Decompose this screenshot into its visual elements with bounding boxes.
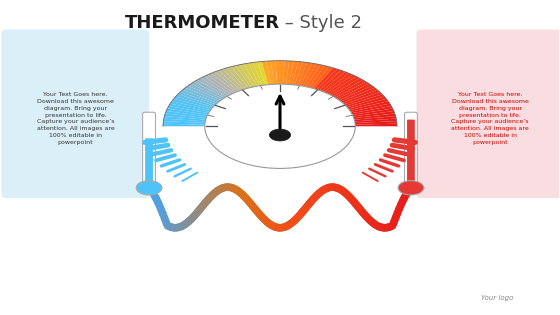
- Polygon shape: [344, 92, 382, 106]
- Polygon shape: [231, 66, 251, 88]
- Circle shape: [269, 129, 291, 141]
- Polygon shape: [178, 92, 216, 106]
- Polygon shape: [219, 69, 243, 90]
- Polygon shape: [180, 90, 217, 104]
- Polygon shape: [166, 108, 208, 117]
- Polygon shape: [253, 62, 265, 85]
- Polygon shape: [346, 94, 384, 107]
- Polygon shape: [329, 77, 360, 95]
- Polygon shape: [309, 66, 329, 88]
- Polygon shape: [266, 61, 274, 84]
- FancyBboxPatch shape: [407, 120, 415, 184]
- Polygon shape: [347, 96, 386, 109]
- Polygon shape: [200, 77, 231, 95]
- Polygon shape: [163, 124, 205, 126]
- Polygon shape: [326, 75, 356, 94]
- Polygon shape: [188, 84, 223, 100]
- Polygon shape: [353, 111, 395, 118]
- Polygon shape: [211, 72, 238, 92]
- Polygon shape: [185, 86, 221, 101]
- Polygon shape: [351, 104, 391, 113]
- Polygon shape: [174, 96, 213, 109]
- Polygon shape: [227, 67, 249, 89]
- Polygon shape: [276, 61, 280, 84]
- Circle shape: [136, 180, 162, 195]
- Polygon shape: [283, 61, 289, 84]
- Polygon shape: [286, 61, 294, 84]
- Polygon shape: [183, 88, 219, 103]
- Polygon shape: [339, 86, 375, 101]
- Polygon shape: [311, 67, 333, 89]
- Text: THERMOMETER: THERMOMETER: [124, 14, 279, 32]
- Polygon shape: [194, 80, 227, 98]
- Polygon shape: [176, 94, 214, 107]
- Polygon shape: [331, 78, 363, 96]
- Polygon shape: [337, 84, 372, 100]
- Polygon shape: [204, 75, 234, 94]
- FancyBboxPatch shape: [404, 112, 417, 187]
- Polygon shape: [223, 68, 246, 89]
- Polygon shape: [343, 90, 380, 104]
- Text: Your Text Goes here.
Download this awesome
diagram. Bring your
presentation to l: Your Text Goes here. Download this aweso…: [36, 92, 114, 145]
- Polygon shape: [280, 61, 284, 84]
- Polygon shape: [354, 113, 395, 120]
- Polygon shape: [235, 65, 254, 87]
- Text: Your Text Goes here.
Download this awesome
diagram. Bring your
presentation to l: Your Text Goes here. Download this aweso…: [451, 92, 529, 145]
- Polygon shape: [169, 104, 209, 113]
- Polygon shape: [333, 80, 366, 98]
- Polygon shape: [304, 64, 320, 87]
- Polygon shape: [297, 62, 312, 86]
- Polygon shape: [215, 70, 241, 91]
- Polygon shape: [314, 68, 337, 89]
- FancyBboxPatch shape: [145, 138, 153, 184]
- Polygon shape: [191, 82, 225, 99]
- Polygon shape: [354, 118, 396, 123]
- Polygon shape: [271, 61, 277, 84]
- Polygon shape: [348, 99, 388, 110]
- FancyBboxPatch shape: [1, 30, 149, 198]
- Polygon shape: [335, 82, 369, 99]
- Text: Your logo: Your logo: [481, 295, 514, 301]
- Polygon shape: [355, 121, 397, 125]
- Polygon shape: [244, 63, 260, 86]
- Polygon shape: [306, 65, 325, 87]
- Polygon shape: [349, 101, 390, 112]
- Polygon shape: [352, 106, 393, 115]
- Polygon shape: [208, 73, 236, 93]
- Polygon shape: [167, 106, 208, 115]
- Polygon shape: [172, 99, 212, 110]
- Polygon shape: [164, 116, 206, 121]
- FancyBboxPatch shape: [143, 112, 156, 187]
- Polygon shape: [262, 61, 271, 85]
- Polygon shape: [163, 121, 205, 125]
- Polygon shape: [292, 61, 303, 85]
- Polygon shape: [248, 62, 263, 86]
- Polygon shape: [355, 124, 397, 126]
- Polygon shape: [341, 88, 377, 103]
- Polygon shape: [197, 78, 229, 96]
- Polygon shape: [289, 61, 298, 85]
- Polygon shape: [324, 73, 352, 93]
- Polygon shape: [295, 62, 307, 85]
- Polygon shape: [317, 69, 341, 90]
- Polygon shape: [300, 63, 316, 86]
- Polygon shape: [170, 101, 211, 112]
- Circle shape: [205, 84, 355, 169]
- Polygon shape: [352, 108, 394, 117]
- Polygon shape: [319, 70, 345, 91]
- Circle shape: [398, 180, 424, 195]
- Polygon shape: [354, 116, 396, 121]
- Polygon shape: [165, 111, 207, 118]
- Polygon shape: [322, 72, 349, 92]
- Polygon shape: [164, 118, 206, 123]
- Polygon shape: [165, 113, 206, 120]
- Text: – Style 2: – Style 2: [279, 14, 362, 32]
- Polygon shape: [257, 61, 268, 85]
- FancyBboxPatch shape: [417, 30, 560, 198]
- Polygon shape: [240, 64, 256, 87]
